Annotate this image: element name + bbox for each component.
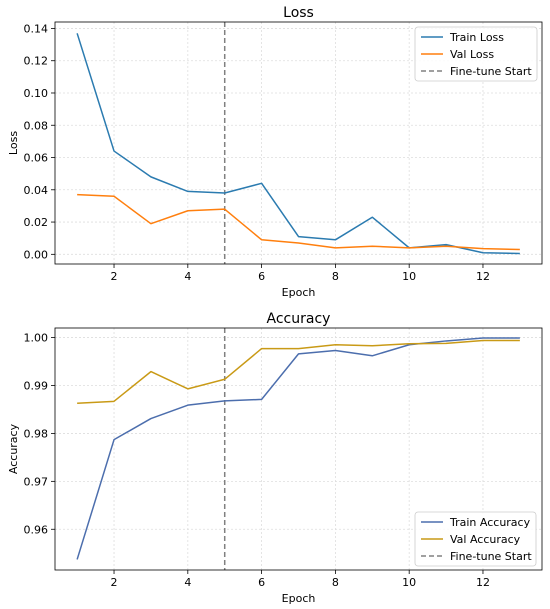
chart1-xtick-label: 8 [332,270,339,283]
chart1-ytick-label: 0.14 [24,22,49,35]
chart2-ytick-label: 0.97 [24,475,49,488]
chart2-ytick-label: 0.98 [24,427,49,440]
chart1-legend-label: Train Loss [449,31,504,44]
chart1-ylabel: Loss [7,131,20,155]
chart1-ytick-label: 0.10 [24,87,49,100]
chart2-title: Accuracy [267,311,331,327]
chart2-xtick-label: 4 [184,576,191,589]
chart1-axes-frame [54,21,543,265]
chart2-xtick-label: 8 [332,576,339,589]
chart2-legend: Train Accuracy Val Accuracy Fine-tune Star… [414,511,537,567]
chart2-xtick-label: 2 [111,576,118,589]
chart1-xtick-label: 4 [184,270,191,283]
chart1-xtick-label: 6 [258,270,265,283]
chart1-legend-box [414,26,538,82]
chart1-xtick-label: 2 [111,270,118,283]
chart1-ytick-label: 0.04 [24,184,49,197]
chart2-ytick-label: 0.99 [24,380,49,393]
chart1-ytick-label: 0.06 [24,152,49,165]
chart1-xtick-label: 10 [402,270,416,283]
chart2-ytick-label: 0.96 [24,523,49,536]
chart2-xlabel: Epoch [282,592,316,605]
chart2-xtick-label: 6 [258,576,265,589]
chart1-legend-label: Val Loss [450,48,494,61]
chart2-series-line-1 [76,337,520,560]
chart2-legend-label: Val Accuracy [450,533,521,546]
chart1-ytick-label: 0.12 [24,55,49,68]
chart1-xlabel: Epoch [282,286,316,299]
chart1-title: Loss [283,5,314,21]
chart2-ylabel: Accuracy [7,423,20,474]
chart1-xtick-label: 12 [476,270,490,283]
chart2-xtick-label: 12 [476,576,490,589]
chart1-series-line-1 [76,33,520,255]
chart2-legend-label: Train Accuracy [449,516,531,529]
chart1-legend: Train Loss Val Loss Fine-tune Start [414,26,538,82]
chart1-ytick-label: 0.00 [24,248,49,261]
chart2-legend-box [414,511,537,567]
chart2-ytick-label: 1.00 [24,332,49,345]
chart1-ytick-label: 0.08 [24,119,49,132]
chart2-series-line-2 [77,339,520,404]
chart1-ytick-label: 0.02 [24,216,49,229]
chart1-panel: 2 4 6 8 10 12 0.00 0.02 0.04 0.06 0.08 0.10 0.12 0.14… [7,5,543,299]
chart2-legend-label: Fine-tune Start [450,550,532,563]
chart2-xtick-label: 10 [402,576,416,589]
chart2-axes-frame [54,327,543,571]
chart1-series-line-2 [77,193,520,251]
chart1-legend-label: Fine-tune Start [450,65,532,78]
chart2-panel: 2 4 6 8 10 12 0.96 0.97 0.98 0.99 1.00 Accuracy Epoc… [7,311,543,605]
